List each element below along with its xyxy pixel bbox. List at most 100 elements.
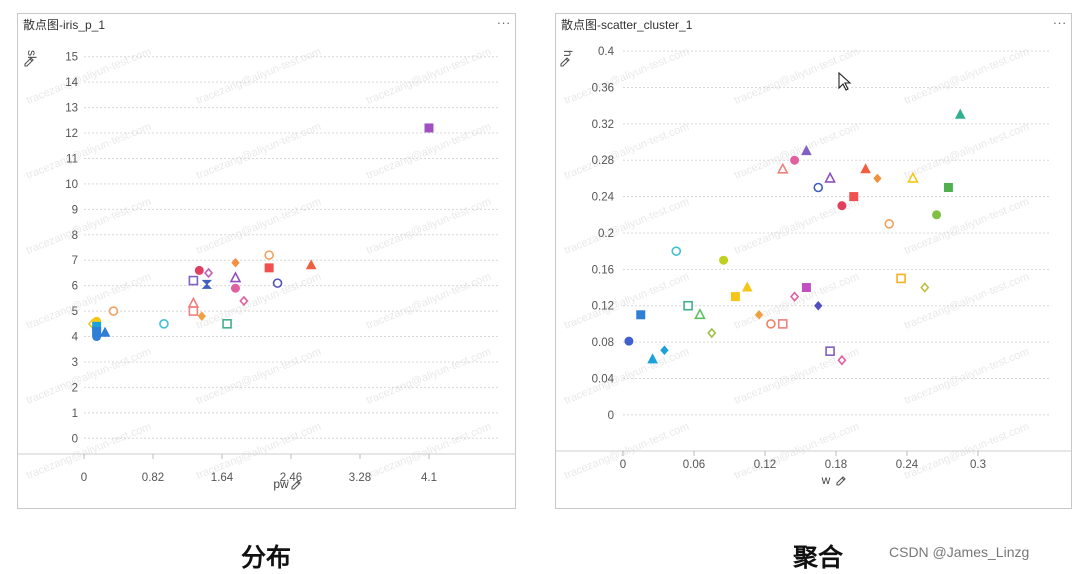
- data-point[interactable]: [108, 306, 119, 316]
- watermark-text: tracezang@aliyun-test.com: [733, 271, 861, 332]
- watermark-text: tracezang@aliyun-test.com: [195, 271, 323, 332]
- data-point[interactable]: [825, 346, 835, 356]
- credit-text: CSDN @James_Linzg: [889, 544, 1030, 560]
- data-point[interactable]: [264, 263, 274, 273]
- data-point[interactable]: [92, 332, 102, 342]
- data-point[interactable]: [239, 295, 249, 307]
- data-point[interactable]: [932, 210, 942, 220]
- more-icon[interactable]: ...: [497, 12, 511, 27]
- y-tick-label: 10: [65, 179, 78, 191]
- data-point[interactable]: [159, 319, 169, 329]
- data-point[interactable]: [824, 171, 836, 183]
- data-point[interactable]: [884, 219, 895, 229]
- data-point[interactable]: [264, 250, 274, 260]
- data-point[interactable]: [203, 267, 214, 279]
- data-point[interactable]: [624, 336, 634, 346]
- y-tick-label: 0: [608, 410, 614, 422]
- data-point[interactable]: [707, 327, 717, 339]
- watermark-text: tracezang@aliyun-test.com: [25, 196, 153, 257]
- data-point[interactable]: [305, 259, 317, 270]
- data-point[interactable]: [230, 283, 240, 293]
- data-point[interactable]: [814, 300, 823, 311]
- data-point[interactable]: [813, 182, 824, 193]
- x-tick-label: 3.28: [349, 472, 371, 484]
- data-point[interactable]: [197, 311, 206, 321]
- more-icon[interactable]: ...: [1053, 12, 1067, 27]
- y-tick-label: 13: [65, 103, 78, 115]
- data-point[interactable]: [790, 291, 800, 302]
- data-point[interactable]: [741, 281, 753, 292]
- y-tick-label: 4: [72, 332, 79, 344]
- data-point[interactable]: [837, 355, 847, 366]
- data-point[interactable]: [719, 255, 729, 265]
- data-point[interactable]: [860, 163, 871, 174]
- data-points: [624, 108, 966, 366]
- data-point[interactable]: [954, 108, 966, 119]
- data-point[interactable]: [222, 319, 232, 329]
- watermark-text: tracezang@aliyun-test.com: [733, 346, 861, 407]
- y-tick-label: 0.24: [592, 192, 615, 204]
- x-tick-label: 1.64: [211, 472, 234, 484]
- grid: [623, 50, 1049, 416]
- data-point[interactable]: [766, 319, 776, 329]
- pencil-icon[interactable]: [560, 57, 570, 67]
- y-tick-label: 9: [72, 204, 78, 216]
- data-point[interactable]: [777, 319, 788, 329]
- data-point[interactable]: [837, 201, 847, 211]
- data-point[interactable]: [694, 308, 706, 320]
- data-point[interactable]: [201, 279, 213, 289]
- data-point[interactable]: [660, 345, 669, 356]
- data-point[interactable]: [730, 292, 740, 302]
- chart-panel-right: 散点图-scatter_cluster_1 ... tracezang@aliy…: [555, 12, 1072, 509]
- watermark-text: tracezang@aliyun-test.com: [365, 271, 493, 332]
- data-point[interactable]: [188, 306, 199, 316]
- data-point[interactable]: [231, 258, 240, 268]
- y-axis-title: h: [561, 50, 575, 57]
- data-point[interactable]: [943, 182, 953, 192]
- data-point[interactable]: [194, 265, 204, 275]
- data-point[interactable]: [790, 155, 800, 165]
- data-point[interactable]: [776, 162, 789, 174]
- data-point[interactable]: [873, 173, 882, 184]
- watermark-text: tracezang@aliyun-test.com: [563, 271, 691, 332]
- y-tick-label: 0.32: [592, 119, 614, 131]
- data-point[interactable]: [188, 275, 199, 286]
- data-point[interactable]: [424, 123, 434, 133]
- chart-panel-left: 散点图-iris_p_1 ... tracezang@aliyun-test.c…: [17, 12, 516, 509]
- data-point[interactable]: [636, 310, 646, 320]
- data-point[interactable]: [671, 246, 682, 256]
- data-point[interactable]: [187, 296, 200, 308]
- data-point[interactable]: [849, 192, 859, 202]
- x-axis-title: w: [821, 473, 831, 487]
- x-tick-label: 0.06: [683, 459, 705, 471]
- y-tick-label: 0.4: [598, 46, 615, 58]
- data-point[interactable]: [920, 282, 930, 293]
- y-tick-label: 12: [65, 128, 78, 140]
- pencil-icon[interactable]: [24, 57, 34, 67]
- watermark-text: tracezang@aliyun-test.com: [365, 196, 493, 257]
- data-point[interactable]: [272, 278, 283, 288]
- data-point[interactable]: [754, 310, 764, 320]
- data-point[interactable]: [907, 171, 919, 183]
- caption-right: 聚合: [793, 544, 844, 572]
- data-point[interactable]: [99, 326, 111, 337]
- pencil-icon[interactable]: [836, 476, 846, 486]
- data-point[interactable]: [683, 300, 693, 311]
- y-tick-label: 0.28: [592, 155, 614, 167]
- watermark-text: tracezang@aliyun-test.com: [903, 346, 1031, 407]
- data-point[interactable]: [896, 273, 906, 284]
- data-point[interactable]: [801, 145, 812, 156]
- pencil-icon[interactable]: [291, 480, 301, 490]
- data-point[interactable]: [801, 283, 811, 293]
- y-tick-label: 1: [72, 408, 78, 420]
- watermark-text: tracezang@aliyun-test.com: [25, 121, 153, 182]
- x-tick-label: 0: [81, 472, 87, 484]
- x-tick-label: 0: [620, 459, 626, 471]
- watermark-text: tracezang@aliyun-test.com: [903, 121, 1031, 182]
- watermark-text: tracezang@aliyun-test.com: [563, 121, 691, 182]
- x-tick-label: 2.46: [280, 472, 302, 484]
- data-point[interactable]: [647, 353, 658, 364]
- y-tick-label: 14: [65, 77, 78, 89]
- mouse-cursor-icon: [838, 71, 852, 91]
- data-point[interactable]: [229, 271, 242, 283]
